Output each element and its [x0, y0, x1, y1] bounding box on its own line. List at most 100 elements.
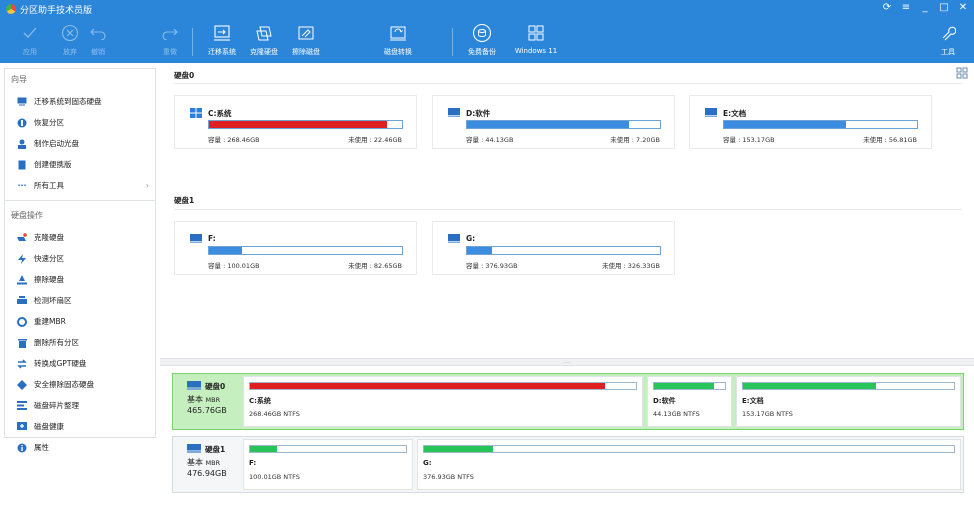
- usage-fill: [743, 383, 876, 389]
- windows11-button[interactable]: Windows 11: [515, 22, 557, 55]
- partition-info: 376.93GB NTFS: [423, 473, 474, 481]
- disk-ops-section-title: 硬盘操作: [11, 211, 43, 220]
- tools-button[interactable]: 工具: [928, 22, 968, 57]
- partition-name: G:: [423, 459, 432, 467]
- wipe-disk-button[interactable]: 擦除磁盘: [286, 22, 326, 57]
- portable-icon: [17, 160, 27, 170]
- sidebar-item-properties[interactable]: 属性: [5, 437, 155, 458]
- menu-icon[interactable]: ≡: [901, 2, 911, 13]
- apply-button[interactable]: 应用: [10, 22, 50, 57]
- window-controls: ⟳ ≡ _ □ ✕: [882, 2, 968, 14]
- sidebar-item-quick-partition[interactable]: 快速分区: [5, 248, 155, 269]
- defrag-icon: [17, 401, 27, 411]
- partition-name: D:软件: [653, 397, 676, 405]
- disk-style: MBR: [205, 396, 221, 404]
- migrate-os-button[interactable]: 迁移系统: [202, 22, 242, 57]
- sidebar-item-migrate-ssd[interactable]: 迁移系统到固态硬盘: [5, 91, 155, 112]
- sidebar-item-all-tools[interactable]: ··· 所有工具 ›: [5, 175, 155, 196]
- toolbar: 应用 放弃 撤销 重做 迁移系统 克隆硬盘 擦除磁盘 磁盘转换: [0, 22, 974, 62]
- title-bar: 分区助手技术员版: [0, 0, 974, 18]
- sidebar-item-label: 快速分区: [34, 254, 64, 263]
- clone-disk-icon: [255, 22, 273, 44]
- panel-splitter[interactable]: ....: [160, 358, 974, 366]
- diamond-eraser-icon: [17, 379, 27, 390]
- top-band: 分区助手技术员版 ⟳ ≡ _ □ ✕ 应用 放弃 撤销 重做 迁移系统: [0, 0, 974, 63]
- sidebar-item-boot-disc[interactable]: 制作启动光盘: [5, 133, 155, 154]
- rebuild-icon: [17, 316, 27, 327]
- sidebar-item-disk-health[interactable]: 磁盘健康: [5, 416, 155, 437]
- sidebar-item-bad-sector[interactable]: 检测坏扇区: [5, 290, 155, 311]
- app-title: 分区助手技术员版: [20, 5, 93, 16]
- usage-bar: [249, 382, 637, 390]
- sidebar-divider: [5, 200, 155, 201]
- usage-fill: [209, 247, 242, 254]
- disk-style: MBR: [205, 459, 221, 467]
- partition-block-f[interactable]: F: 100.01GB NTFS: [243, 439, 413, 490]
- disk-convert-button[interactable]: 磁盘转换: [378, 22, 418, 57]
- free-text: 未使用 : 7.20GB: [610, 136, 660, 144]
- partition-card-d[interactable]: D:软件 容量 : 44.13GB 未使用 : 7.20GB: [432, 95, 675, 149]
- disk0-row[interactable]: 硬盘0 基本 MBR 465.76GB C:系统 268.46GB NTFS D…: [172, 373, 964, 430]
- partition-card-e[interactable]: E:文档 容量 : 153.17GB 未使用 : 56.81GB: [689, 95, 932, 149]
- sidebar-item-delete-all[interactable]: 删除所有分区: [5, 332, 155, 353]
- partition-name: F:: [208, 234, 216, 243]
- drive-icon: [705, 108, 717, 119]
- disk1-rule: [174, 209, 962, 210]
- minimize-icon[interactable]: _: [922, 2, 928, 13]
- wizard-section-title: 向导: [11, 75, 27, 84]
- sidebar-item-label: 磁盘健康: [34, 422, 64, 431]
- usage-bar: [466, 246, 661, 255]
- chevron-right-icon: ›: [145, 181, 149, 190]
- redo-label: 重做: [163, 48, 177, 56]
- partition-name: E:文档: [723, 109, 747, 118]
- usage-bar: [653, 382, 726, 390]
- undo-button[interactable]: 撤销: [78, 22, 118, 57]
- usage-fill: [250, 446, 277, 452]
- partition-card-f[interactable]: F: 容量 : 100.01GB 未使用 : 82.65GB: [174, 221, 417, 275]
- health-icon: [17, 421, 27, 432]
- sidebar-item-wipe-disk[interactable]: 擦除硬盘: [5, 269, 155, 290]
- discard-button[interactable]: 放弃: [50, 22, 90, 57]
- sidebar-item-portable[interactable]: 创建便携版: [5, 154, 155, 175]
- sidebar-item-recover-partition[interactable]: 恢复分区: [5, 112, 155, 133]
- convert-icon: [17, 358, 27, 369]
- undo-icon: [89, 22, 107, 44]
- usage-bar: [208, 120, 403, 129]
- partition-card-c[interactable]: C:系统 容量 : 268.46GB 未使用 : 22.46GB: [174, 95, 417, 149]
- sidebar-item-label: 克隆硬盘: [34, 233, 64, 242]
- disk1-row[interactable]: 硬盘1 基本 MBR 476.94GB F: 100.01GB NTFS G: …: [172, 436, 964, 493]
- maximize-icon[interactable]: □: [939, 2, 949, 13]
- sidebar-item-label: 重建MBR: [34, 317, 66, 326]
- clone-disk-button[interactable]: 克隆硬盘: [244, 22, 284, 57]
- view-toggle-icon[interactable]: [956, 67, 970, 81]
- sidebar-item-defrag[interactable]: 磁盘碎片整理: [5, 395, 155, 416]
- migrate-ssd-icon: [17, 97, 27, 107]
- partition-block-g[interactable]: G: 376.93GB NTFS: [417, 439, 961, 490]
- wipe-disk-label: 擦除磁盘: [292, 48, 320, 56]
- partition-block-d[interactable]: D:软件 44.13GB NTFS: [647, 376, 732, 427]
- free-backup-label: 免费备份: [468, 48, 496, 56]
- toolbar-separator: [192, 28, 193, 56]
- toolbar-separator: [452, 28, 453, 56]
- partition-card-g[interactable]: G: 容量 : 376.93GB 未使用 : 326.33GB: [432, 221, 675, 275]
- capacity-text: 容量 : 268.46GB: [208, 136, 260, 144]
- capacity-text: 容量 : 44.13GB: [466, 136, 514, 144]
- disk0-title: 硬盘0: [174, 71, 195, 80]
- sidebar-item-label: 转换成GPT硬盘: [34, 359, 87, 368]
- partition-info: 44.13GB NTFS: [653, 410, 700, 418]
- redo-button[interactable]: 重做: [150, 22, 190, 57]
- sidebar-item-rebuild-mbr[interactable]: 重建MBR: [5, 311, 155, 332]
- partition-name: C:系统: [249, 397, 271, 405]
- sidebar-item-label: 磁盘碎片整理: [34, 401, 79, 410]
- refresh-icon[interactable]: ⟳: [882, 2, 892, 13]
- partition-block-e[interactable]: E:文档 153.17GB NTFS: [736, 376, 961, 427]
- sidebar-item-convert-gpt[interactable]: 转换成GPT硬盘: [5, 353, 155, 374]
- close-icon[interactable]: ✕: [958, 2, 968, 13]
- partition-block-c[interactable]: C:系统 268.46GB NTFS: [243, 376, 643, 427]
- free-backup-button[interactable]: 免费备份: [462, 22, 502, 57]
- sidebar-item-clone-disk[interactable]: 克隆硬盘: [5, 227, 155, 248]
- disk-convert-label: 磁盘转换: [384, 48, 412, 56]
- redo-icon: [161, 22, 179, 44]
- free-text: 未使用 : 22.46GB: [348, 136, 402, 144]
- sidebar-item-secure-erase[interactable]: 安全擦除固态硬盘: [5, 374, 155, 395]
